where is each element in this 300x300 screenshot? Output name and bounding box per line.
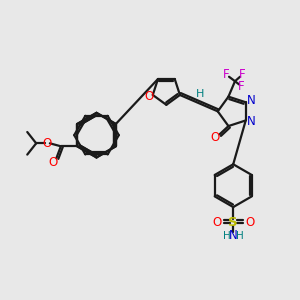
Text: O: O <box>145 90 154 103</box>
Text: N: N <box>246 94 255 107</box>
Text: N: N <box>246 116 255 128</box>
Text: N: N <box>229 229 238 242</box>
Text: F: F <box>238 80 245 93</box>
Text: H: H <box>196 89 204 100</box>
Text: H: H <box>236 231 244 241</box>
Text: O: O <box>48 156 57 169</box>
Text: H: H <box>223 231 231 241</box>
Text: O: O <box>212 216 221 229</box>
Text: O: O <box>245 216 254 229</box>
Text: F: F <box>224 68 230 81</box>
Text: S: S <box>228 216 238 229</box>
Text: F: F <box>239 68 246 81</box>
Text: O: O <box>43 137 52 150</box>
Text: O: O <box>211 131 220 144</box>
